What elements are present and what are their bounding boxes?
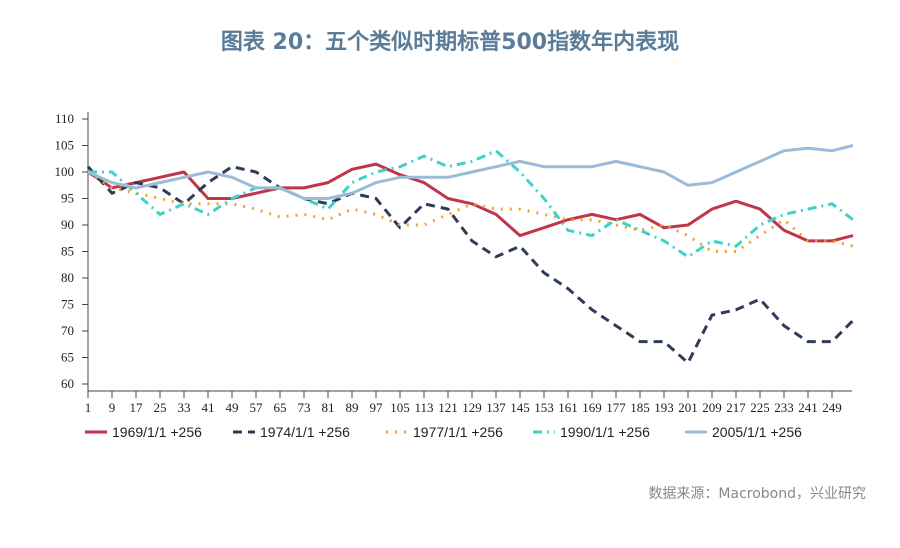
x-tick-label: 65 <box>274 400 287 415</box>
y-tick-label: 110 <box>55 111 74 126</box>
x-tick-label: 113 <box>414 400 433 415</box>
x-tick-label: 33 <box>178 400 191 415</box>
x-tick-label: 161 <box>558 400 578 415</box>
source-note: 数据来源：Macrobond，兴业研究 <box>648 486 866 502</box>
x-tick-label: 193 <box>654 400 674 415</box>
y-tick-label: 105 <box>55 138 75 153</box>
y-tick-label: 95 <box>61 191 74 206</box>
x-tick-label: 121 <box>438 400 458 415</box>
chart-title: 图表 20：五个类似时期标普500指数年内表现 <box>220 30 680 55</box>
x-tick-label: 177 <box>606 400 626 415</box>
series-line-0 <box>87 162 854 243</box>
x-tick-label: 81 <box>322 400 335 415</box>
legend-label-1: 1974/1/1 +256 <box>260 424 350 440</box>
x-tick-label: 105 <box>390 400 410 415</box>
x-tick-label: 57 <box>250 400 264 415</box>
x-tick-label: 137 <box>486 400 506 415</box>
y-tick-label: 85 <box>61 244 74 259</box>
x-tick-label: 249 <box>822 400 842 415</box>
x-tick-label: 9 <box>109 400 116 415</box>
x-tick-label: 49 <box>226 400 239 415</box>
x-tick-label: 17 <box>130 400 144 415</box>
legend-label-2: 1977/1/1 +256 <box>413 424 503 440</box>
y-tick-label: 75 <box>61 297 74 312</box>
x-tick-label: 185 <box>630 400 650 415</box>
x-tick-label: 209 <box>702 400 722 415</box>
x-tick-label: 241 <box>798 400 818 415</box>
x-tick-label: 153 <box>534 400 554 415</box>
series-line-1 <box>86 165 855 365</box>
x-tick-label: 145 <box>510 400 530 415</box>
legend-label-3: 1990/1/1 +256 <box>560 424 650 440</box>
x-tick-label: 217 <box>726 400 746 415</box>
x-tick-label: 201 <box>678 400 698 415</box>
x-tick-label: 73 <box>298 400 311 415</box>
series-line-4 <box>87 144 854 200</box>
y-tick-label: 65 <box>61 350 74 365</box>
y-tick-label: 100 <box>55 164 75 179</box>
y-tick-label: 80 <box>61 270 74 285</box>
x-tick-label: 1 <box>85 400 92 415</box>
x-tick-label: 225 <box>750 400 770 415</box>
series-line-3 <box>88 149 854 259</box>
x-tick-label: 233 <box>774 400 794 415</box>
legend-label-0: 1969/1/1 +256 <box>112 424 202 440</box>
x-tick-label: 97 <box>370 400 384 415</box>
legend-label-4: 2005/1/1 +256 <box>712 424 802 440</box>
x-tick-label: 41 <box>202 400 215 415</box>
x-tick-label: 129 <box>462 400 482 415</box>
x-tick-label: 169 <box>582 400 602 415</box>
x-tick-label: 25 <box>154 400 167 415</box>
y-tick-label: 90 <box>61 217 74 232</box>
x-tick-label: 89 <box>346 400 359 415</box>
y-tick-label: 70 <box>61 323 74 338</box>
y-tick-label: 60 <box>61 376 74 391</box>
